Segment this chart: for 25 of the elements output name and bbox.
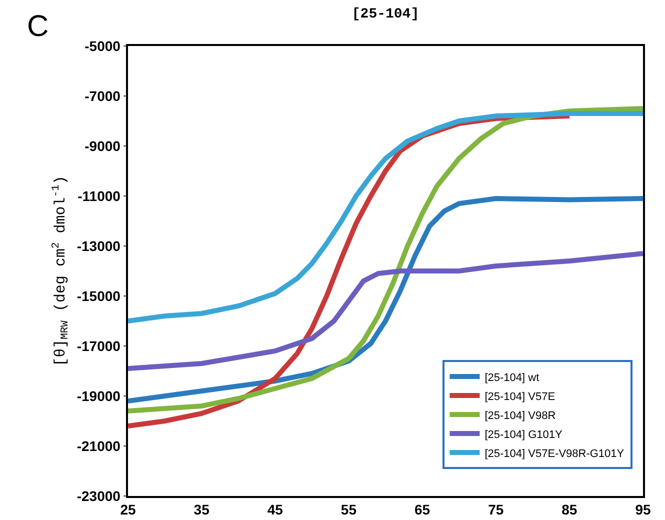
y-tick-label: -7000 bbox=[84, 88, 121, 104]
legend-label: [25-104] V98R bbox=[484, 410, 556, 422]
y-tick-label: -23000 bbox=[76, 488, 121, 504]
legend-label: [25-104] V57E-V98R-G101Y bbox=[484, 448, 625, 460]
legend-label: [25-104] V57E bbox=[484, 390, 556, 403]
legend-label: [25-104] G101Y bbox=[484, 428, 564, 441]
y-tick-label: -21000 bbox=[76, 438, 121, 454]
text: C bbox=[27, 10, 49, 43]
y-tick-label: -11000 bbox=[78, 188, 121, 204]
x-tick-label: 55 bbox=[340, 502, 357, 518]
y-tick-label: -13000 bbox=[76, 238, 121, 254]
x-tick-label: 95 bbox=[635, 502, 651, 518]
y-tick-label: -15000 bbox=[76, 288, 121, 304]
x-tick-label: 65 bbox=[414, 502, 430, 518]
x-tick-label: 75 bbox=[488, 502, 504, 518]
x-tick-label: 25 bbox=[120, 502, 136, 518]
legend-label: [25-104] wt bbox=[484, 372, 540, 384]
x-tick-label: 35 bbox=[194, 502, 210, 518]
y-tick-label: -17000 bbox=[76, 338, 121, 354]
x-tick-label: 45 bbox=[267, 502, 284, 518]
x-tick-label: 85 bbox=[562, 502, 578, 518]
chart-title: [25-104] bbox=[352, 6, 420, 23]
y-tick-label: -9000 bbox=[84, 138, 121, 154]
y-tick-label: -5000 bbox=[84, 38, 121, 54]
y-tick-label: -19000 bbox=[76, 388, 121, 404]
